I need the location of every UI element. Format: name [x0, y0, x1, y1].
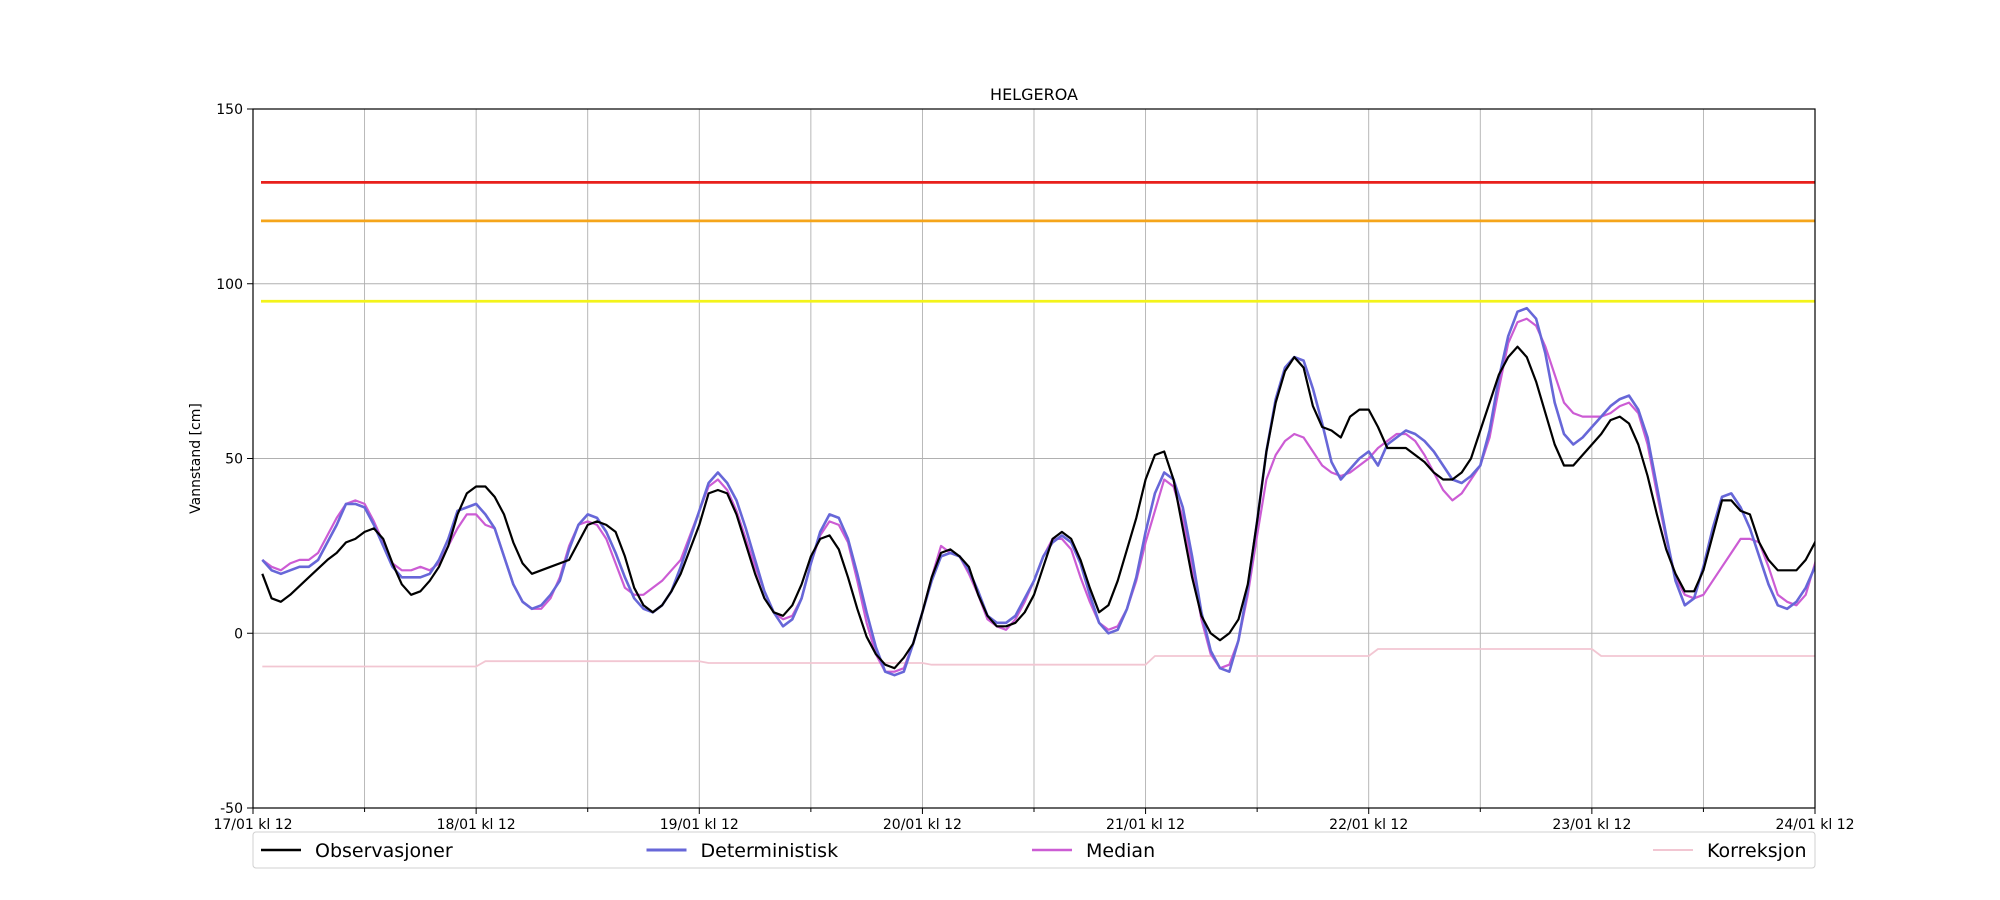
legend-label-observasjoner: Observasjoner	[315, 840, 453, 862]
x-tick-label: 23/01 kl 12	[1552, 817, 1631, 833]
x-tick-label: 19/01 kl 12	[660, 817, 739, 833]
y-tick-label: 0	[234, 626, 243, 642]
x-tick-label: 21/01 kl 12	[1106, 817, 1185, 833]
axis-ticks: 17/01 kl 12 18/01 kl 12 19/01 kl 12 20/01 k…	[213, 102, 1854, 833]
series-line-deterministisk	[261, 306, 1815, 677]
legend-label-deterministisk: Deterministisk	[701, 840, 839, 862]
x-tick-label: 20/01 kl 12	[883, 817, 962, 833]
x-tick-label: 17/01 kl 12	[213, 817, 292, 833]
y-tick-label: 150	[216, 102, 243, 118]
legend: Observasjoner Deterministisk Median Korreks…	[252, 831, 1816, 869]
series-line-observasjoner	[261, 345, 1815, 670]
x-tick-label: 24/01 kl 12	[1775, 817, 1854, 833]
series-line-korreksjon	[262, 648, 1815, 668]
x-tick-label: 22/01 kl 12	[1329, 817, 1408, 833]
series-line-median	[261, 317, 1815, 673]
y-tick-label: -50	[220, 801, 243, 817]
data-series	[261, 306, 1815, 677]
x-tick-label: 18/01 kl 12	[437, 817, 516, 833]
chart-title: HELGEROA	[990, 85, 1078, 104]
y-tick-label: 100	[216, 277, 243, 293]
threshold-lines	[261, 180, 1815, 303]
legend-label-korreksjon: Korreksjon	[1707, 840, 1807, 862]
legend-label-median: Median	[1086, 840, 1155, 862]
grid-lines	[252, 108, 1816, 809]
y-axis-label: Vannstand [cm]	[188, 403, 204, 514]
y-tick-label: 50	[225, 452, 243, 468]
